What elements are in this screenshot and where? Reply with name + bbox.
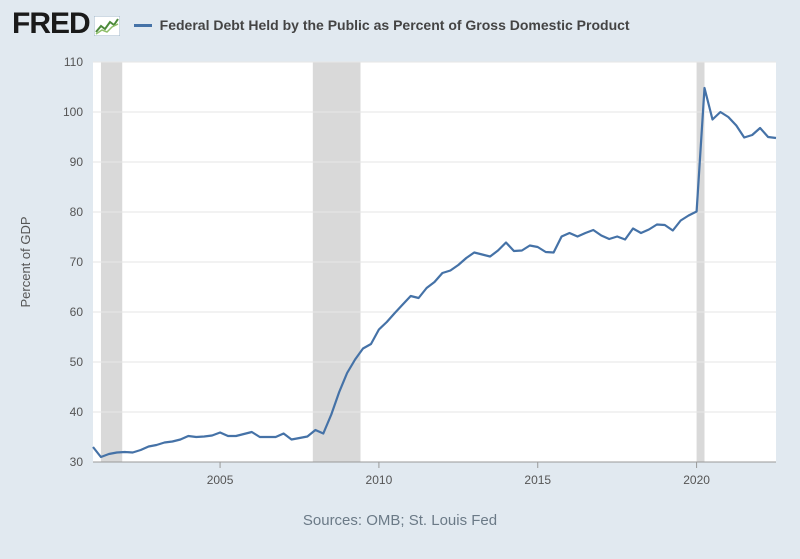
y-tick-label: 40	[70, 405, 84, 419]
legend: Federal Debt Held by the Public as Perce…	[133, 17, 630, 33]
chart-logo-icon	[93, 16, 120, 36]
y-axis-label: Percent of GDP	[18, 216, 33, 307]
y-tick-label: 50	[70, 355, 84, 369]
y-tick-label: 60	[70, 305, 84, 319]
legend-label[interactable]: Federal Debt Held by the Public as Perce…	[159, 17, 630, 33]
y-tick-label: 30	[70, 455, 84, 469]
fred-logo[interactable]: FRED	[12, 7, 91, 40]
y-tick-label: 110	[64, 55, 83, 69]
x-tick-label: 2010	[366, 473, 393, 487]
y-tick-label: 90	[70, 155, 84, 169]
y-tick-label: 80	[70, 205, 84, 219]
x-tick-label: 2020	[683, 473, 710, 487]
legend-swatch	[133, 23, 152, 27]
y-tick-label: 70	[70, 255, 84, 269]
x-tick-label: 2005	[207, 473, 234, 487]
series-line	[92, 86, 777, 459]
y-tick-label: 100	[63, 105, 83, 119]
x-tick-label: 2015	[524, 473, 551, 487]
source-note: Sources: OMB; St. Louis Fed	[302, 512, 498, 529]
header: FRED Federal Debt Held by the Public as …	[12, 7, 630, 40]
